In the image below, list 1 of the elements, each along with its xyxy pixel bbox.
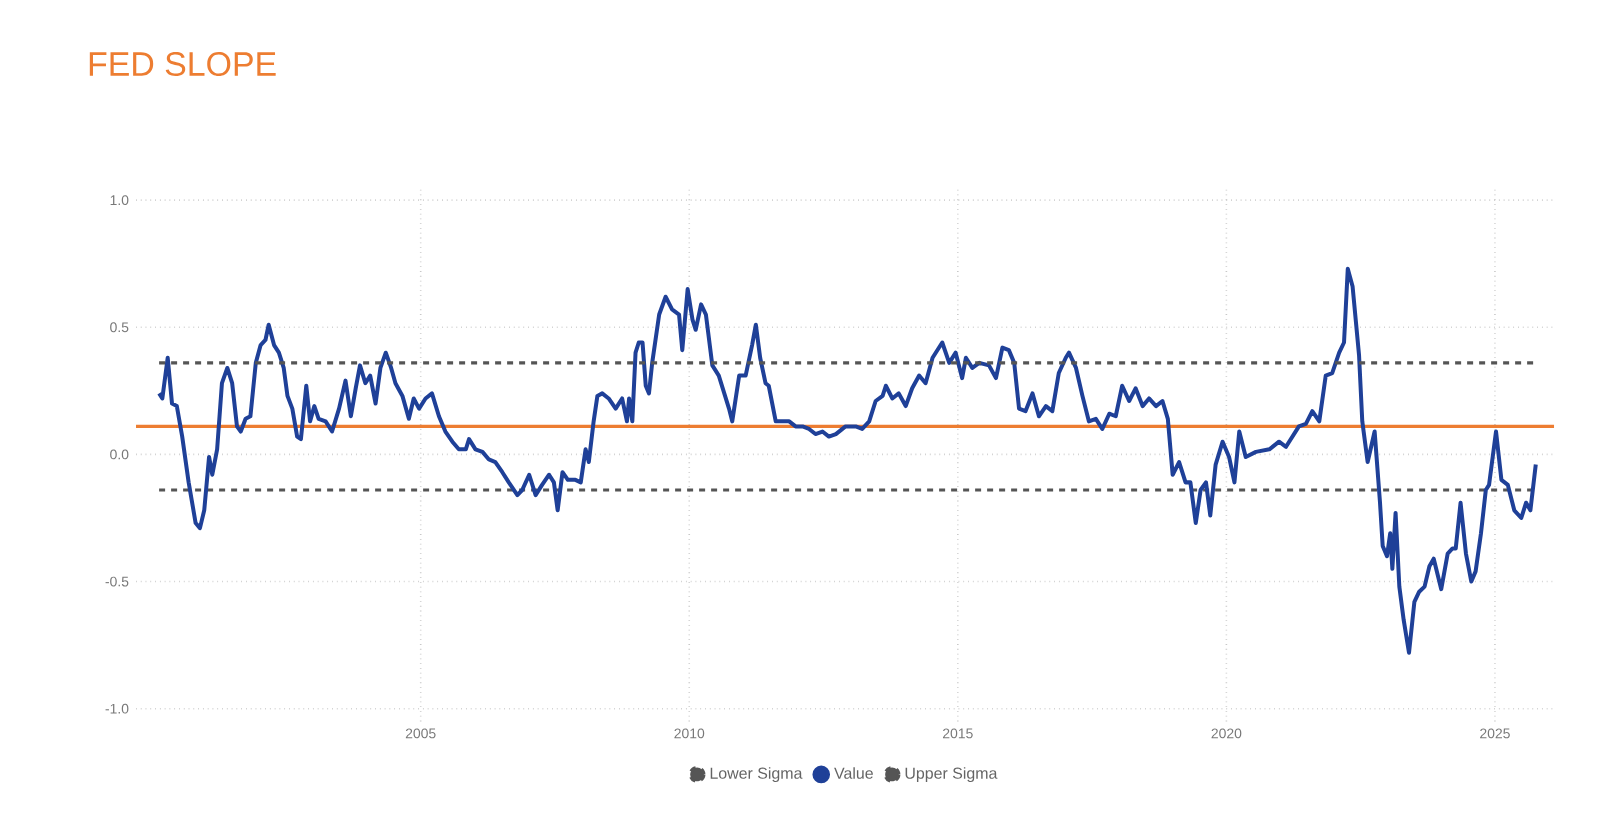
chart-title: FED SLOPE bbox=[89, 52, 276, 76]
